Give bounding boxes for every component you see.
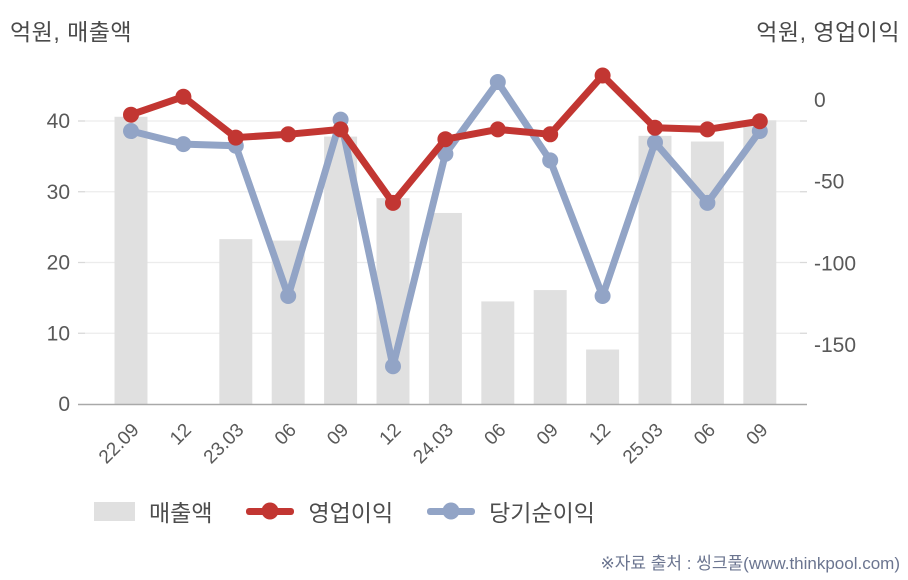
right-axis-tick-label: -50: [814, 171, 844, 194]
left-axis-tick-label: 20: [47, 252, 70, 275]
x-axis-tick-label: 06: [481, 420, 511, 450]
left-axis-tick-label: 0: [58, 393, 70, 416]
operating-profit-point: [542, 126, 559, 143]
operating-profit-dot-icon: [261, 502, 279, 520]
operating-profit-point: [385, 194, 401, 211]
operating-profit-point: [227, 129, 244, 146]
legend-item-operating-profit: 영업이익: [246, 494, 393, 528]
revenue-bar: [533, 290, 567, 404]
revenue-bar: [586, 349, 620, 404]
revenue-bar: [690, 141, 724, 404]
net-income-point: [489, 74, 506, 91]
x-axis-tick-label: 12: [166, 420, 196, 450]
x-axis-tick-label: 12: [376, 420, 406, 450]
legend-label-operating-profit: 영업이익: [308, 500, 394, 526]
net-income-point: [647, 134, 663, 151]
operating-profit-point: [594, 67, 611, 84]
x-axis-tick-label: 06: [271, 420, 301, 450]
right-axis-tick-label: -100: [814, 252, 856, 275]
net-income-point: [280, 288, 297, 304]
operating-profit-point: [280, 126, 297, 143]
x-axis-tick-label: 06: [690, 420, 720, 450]
net-income-line-swatch: [427, 502, 476, 520]
revenue-bar: [428, 212, 462, 404]
revenue-bar: [743, 120, 777, 404]
x-axis-tick-label: 09: [743, 420, 773, 450]
x-axis-tick-label: 22.09: [95, 420, 143, 468]
x-axis-tick-label: 24.03: [409, 420, 457, 468]
revenue-bar: [219, 239, 253, 404]
net-income-point: [542, 152, 559, 169]
x-axis-tick-label: 09: [533, 420, 563, 450]
operating-profit-point: [751, 113, 768, 130]
revenue-bar: [114, 116, 148, 404]
net-income-point: [385, 358, 401, 375]
net-income-point: [437, 145, 454, 162]
net-income-point: [123, 123, 139, 140]
net-income-dot-icon: [442, 502, 460, 520]
operating-profit-point: [647, 119, 663, 136]
operating-profit-point: [489, 121, 506, 138]
operating-profit-point: [699, 121, 716, 138]
left-axis-tick-label: 40: [47, 110, 70, 133]
right-axis-title: 억원, 영업이익: [756, 19, 900, 45]
net-income-point: [594, 288, 611, 304]
left-axis-tick-label: 10: [47, 322, 70, 345]
operating-profit-point: [175, 88, 192, 105]
left-axis-tick-label: 30: [47, 181, 70, 204]
legend: 매출액 영업이익 당기순이익: [94, 494, 595, 528]
right-axis-tick-label: -150: [814, 334, 856, 357]
revenue-bar-swatch: [94, 501, 135, 521]
legend-item-revenue: 매출액: [94, 494, 212, 528]
x-axis-tick-label: 23.03: [200, 420, 248, 468]
operating-profit-point: [332, 121, 349, 138]
revenue-bar: [481, 301, 515, 404]
x-axis-tick-label: 25.03: [619, 420, 667, 468]
legend-label-net-income: 당기순이익: [489, 500, 595, 526]
operating-profit-point: [437, 131, 454, 148]
legend-item-net-income: 당기순이익: [427, 494, 595, 528]
right-axis-tick-label: 0: [814, 89, 826, 112]
operating-profit-line-swatch: [246, 502, 295, 520]
data-source-note: ※자료 출처 : 씽크풀(www.thinkpool.com): [600, 554, 900, 573]
x-axis-tick-label: 12: [585, 420, 615, 450]
operating-profit-point: [123, 106, 139, 123]
x-axis-tick-label: 09: [323, 420, 353, 450]
legend-label-revenue: 매출액: [149, 500, 213, 526]
net-income-point: [175, 136, 192, 153]
left-axis-title: 억원, 매출액: [10, 19, 133, 45]
net-income-point: [699, 194, 716, 211]
